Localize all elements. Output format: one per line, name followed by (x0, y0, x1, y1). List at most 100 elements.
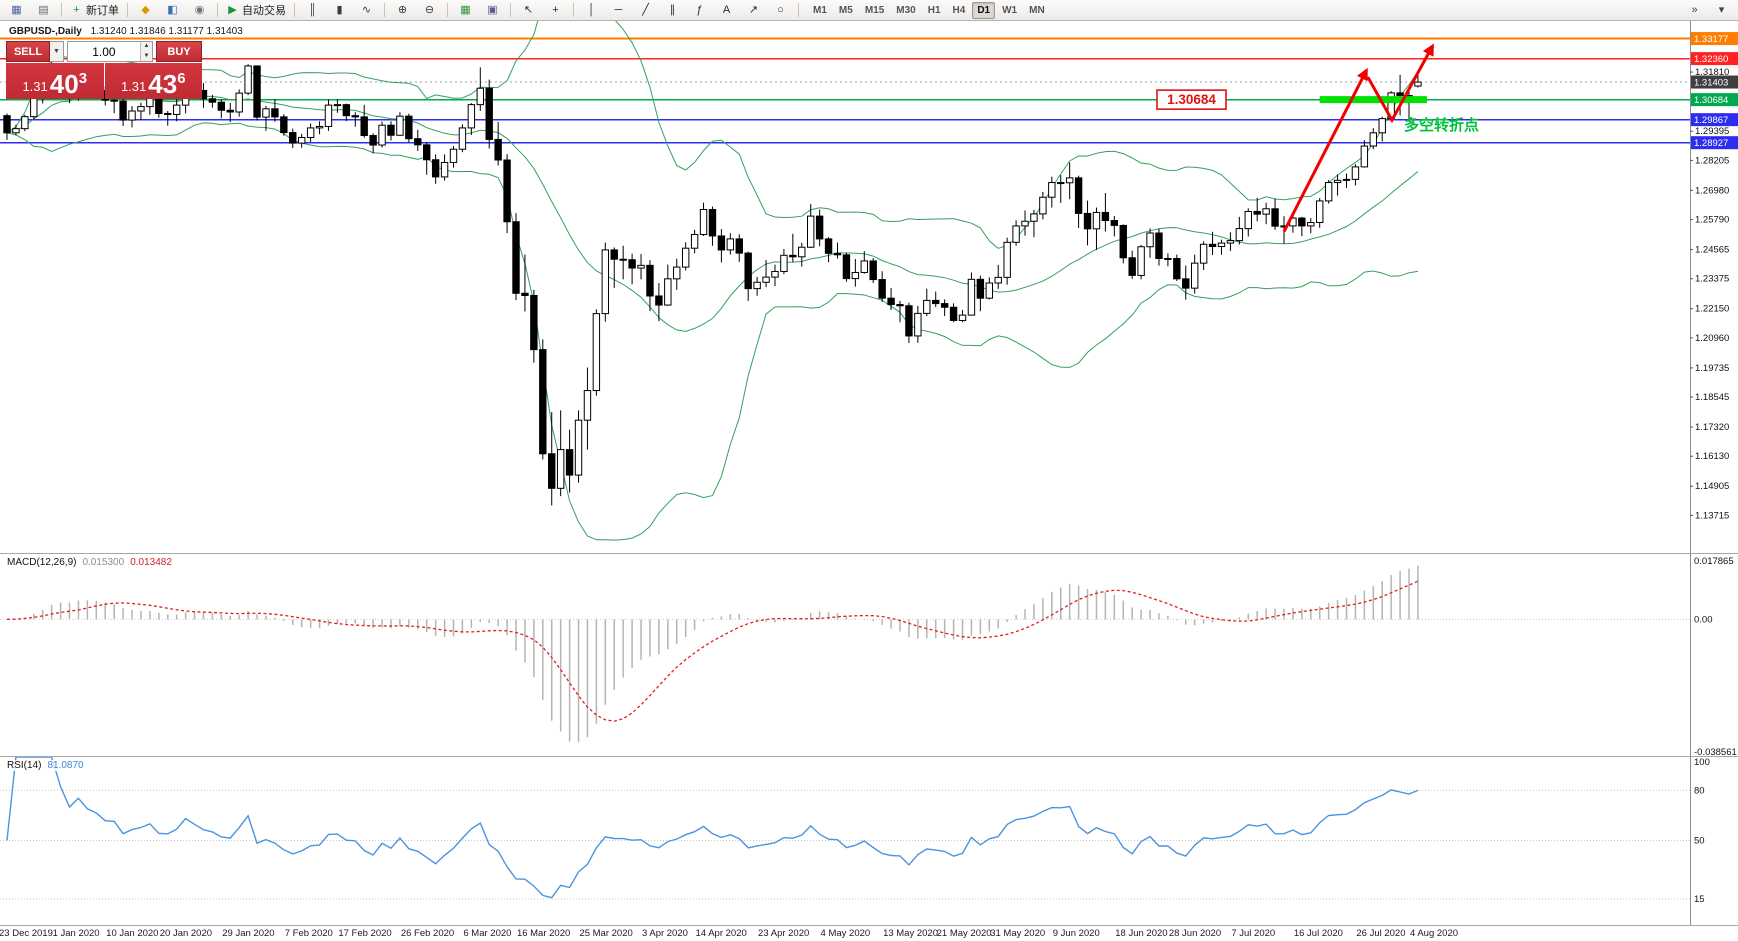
date-label: 6 Mar 2020 (463, 928, 511, 939)
date-label: 23 Dec 2019 (0, 928, 53, 939)
toolbar-separator (61, 3, 62, 17)
rsi-level-label: 100 (1694, 757, 1710, 768)
pane-separators[interactable] (0, 21, 1738, 926)
date-label: 31 May 2020 (990, 928, 1045, 939)
date-axis[interactable]: 23 Dec 2019 1 Jan 2020 10 Jan 2020 20 Jan 2… (0, 928, 1458, 939)
vertical-line-button[interactable]: │ (579, 1, 604, 20)
sell-button[interactable]: SELL (6, 41, 50, 62)
chart-title: GBPUSD-,Daily 1.31240 1.31846 1.31177 1.… (9, 26, 243, 37)
rsi-axis[interactable]: 100 80 50 15 (1694, 757, 1710, 905)
fibonacci-button[interactable]: ƒ (687, 1, 712, 20)
timeframe-m30-button[interactable]: M30 (896, 4, 916, 16)
crosshair-button[interactable]: + (543, 1, 568, 20)
volume-box: ▲ ▼ (67, 41, 153, 62)
toolbar-separator (510, 3, 511, 17)
date-label: 29 Jan 2020 (222, 928, 274, 939)
shapes-tool-button[interactable]: ○ (768, 1, 793, 20)
chevron-down-icon: ▼ (53, 48, 60, 55)
equidistant-channel-icon: ∥ (669, 3, 676, 16)
zoom-in-button[interactable]: ⊕ (390, 1, 415, 20)
sell-price-prefix: 1.31 (22, 79, 48, 94)
date-label: 1 Jan 2020 (53, 928, 100, 939)
rsi-name-label: RSI(14) (7, 760, 42, 771)
toolbar-separator (384, 3, 385, 17)
new-chart-button[interactable]: ▦ (4, 1, 29, 20)
price-tick: 1.13715 (1695, 510, 1729, 521)
toolbar-customize-icon: ▾ (1718, 3, 1725, 16)
timeframe-h1-button[interactable]: H1 (927, 4, 941, 16)
zoom-out-button[interactable]: ⊖ (417, 1, 442, 20)
buy-button[interactable]: BUY (156, 41, 202, 62)
date-label: 17 Feb 2020 (338, 928, 391, 939)
toolbar-customize-button[interactable]: ▾ (1709, 1, 1734, 20)
price-marker-label: 1.31403 (1694, 78, 1728, 89)
autotrading-label: 自动交易 (242, 5, 286, 17)
chart-line-button[interactable]: ∿ (354, 1, 379, 20)
autotrading-button[interactable]: ▶ 自动交易 (223, 1, 289, 20)
cursor-button[interactable]: ↖ (516, 1, 541, 20)
zoom-in-icon: ⊕ (397, 3, 408, 16)
chart-bars-icon: ║ (308, 3, 317, 16)
timeframe-m5-button[interactable]: M5 (838, 4, 853, 16)
buy-price-panel[interactable]: 1.31 43 6 (104, 63, 202, 99)
order-options-dropdown[interactable]: ▼ (50, 41, 64, 62)
level-price-label[interactable]: 1.30684 (1156, 89, 1227, 110)
navigator-button[interactable]: ◉ (187, 1, 212, 20)
date-label: 26 Jul 2020 (1356, 928, 1405, 939)
shapes-tool-icon: ○ (777, 3, 784, 16)
trend-arrows[interactable] (1282, 43, 1434, 233)
horizontal-line-button[interactable]: ─ (606, 1, 631, 20)
buy-price-prefix: 1.31 (120, 79, 147, 94)
market-watch-icon: ◧ (167, 3, 178, 16)
timeframe-h4-button[interactable]: H4 (952, 4, 966, 16)
macd-axis[interactable]: 0.017865 0.00 -0.038561 (1694, 556, 1737, 758)
equidistant-channel-button[interactable]: ∥ (660, 1, 685, 20)
rsi-level-label: 80 (1694, 785, 1705, 796)
chart-candles-icon: ▮ (336, 3, 343, 16)
price-tick: 1.14905 (1695, 481, 1729, 492)
timeframe-mn-button[interactable]: MN (1029, 4, 1045, 16)
timeframe-group: M1 M5 M15 M30 H1 H4 D1 W1 MN (807, 1, 1051, 19)
tile-windows-button[interactable]: ▦ (453, 1, 478, 20)
price-axis[interactable]: 1.31810 1.29395 1.28205 1.26980 1.25790 1.245… (1690, 32, 1738, 521)
tile-windows-icon: ▦ (460, 3, 471, 16)
svg-text:1.30684: 1.30684 (1167, 92, 1216, 107)
macd-pane[interactable] (0, 565, 1690, 742)
rsi-pane[interactable] (0, 757, 1690, 900)
volume-up-button[interactable]: ▲ (140, 42, 152, 52)
timeframe-w1-button[interactable]: W1 (1002, 4, 1018, 16)
volume-down-button[interactable]: ▼ (140, 51, 152, 61)
market-watch-button[interactable]: ◧ (160, 1, 185, 20)
turning-point-note[interactable]: 多空转折点 (1404, 116, 1479, 134)
symbol-period-label: GBPUSD-,Daily (9, 26, 82, 37)
toolbar-overflow-button[interactable]: » (1682, 1, 1707, 20)
arrows-tool-button[interactable]: ↗ (741, 1, 766, 20)
metaeditor-button[interactable]: ◆ (133, 1, 158, 20)
profiles-icon: ▤ (38, 3, 49, 16)
horizontal-line-icon: ─ (614, 3, 623, 16)
date-label: 4 Aug 2020 (1410, 928, 1458, 939)
chart-candles-button[interactable]: ▮ (327, 1, 352, 20)
volume-input[interactable] (68, 42, 140, 61)
timeframe-m1-button[interactable]: M1 (813, 4, 827, 16)
new-order-icon: + (73, 3, 80, 16)
strategy-tester-icon: ▣ (487, 3, 498, 16)
new-order-button[interactable]: + 新订单 (67, 1, 122, 20)
text-tool-button[interactable]: A (714, 1, 739, 20)
price-tick: 1.31810 (1695, 67, 1729, 78)
sell-price-panel[interactable]: 1.31 40 3 (6, 63, 104, 99)
chart-bars-button[interactable]: ║ (300, 1, 325, 20)
timeframe-d1-button[interactable]: D1 (972, 1, 996, 19)
timeframe-m15-button[interactable]: M15 (864, 4, 885, 16)
profiles-button[interactable]: ▤ (31, 1, 56, 20)
strategy-tester-button[interactable]: ▣ (480, 1, 505, 20)
toolbar-right-group: » ▾ (1681, 1, 1735, 20)
trendline-button[interactable]: ╱ (633, 1, 658, 20)
price-marker-label: 1.29867 (1694, 115, 1728, 126)
date-label: 28 Jun 2020 (1169, 928, 1221, 939)
date-label: 23 Apr 2020 (758, 928, 809, 939)
buy-price-pipette: 6 (177, 70, 186, 87)
main-toolbar: ▦ ▤ + 新订单 ◆ ◧ ◉ ▶ 自动交易 ║ ▮ ∿ ⊕ ⊖ ▦ ▣ ↖ + │ ─ ╱ ∥ ƒ A ↗ ○ M1 M5 M15 M… (0, 0, 1738, 21)
